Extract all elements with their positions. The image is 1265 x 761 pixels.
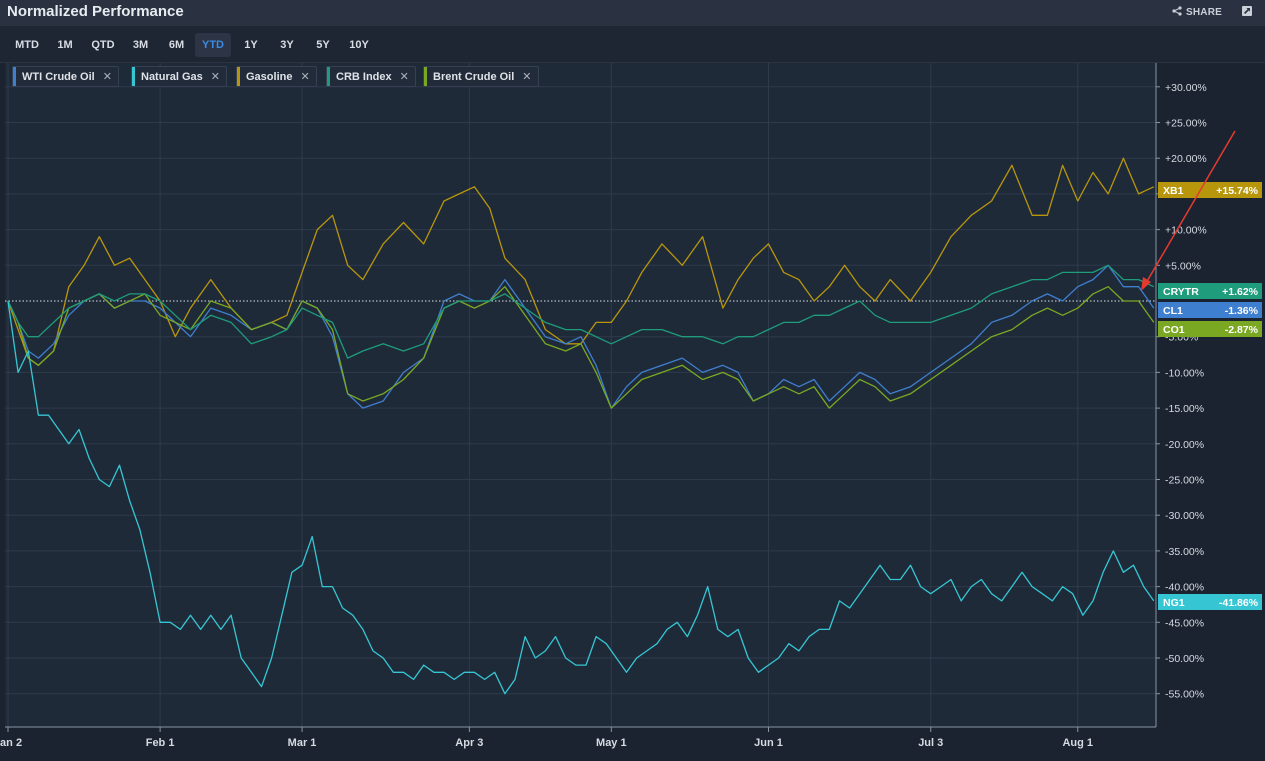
close-icon[interactable]: ✕ xyxy=(522,71,532,83)
x-tick-label: Aug 1 xyxy=(1062,737,1093,749)
close-icon[interactable]: ✕ xyxy=(300,71,310,83)
last-value-tag-cl1 xyxy=(1158,302,1262,318)
series-line-crytr xyxy=(7,264,1155,359)
close-icon[interactable]: ✕ xyxy=(102,71,112,83)
y-tick-label: -40.00% xyxy=(1165,582,1204,594)
x-tick-label: May 1 xyxy=(596,737,627,749)
legend-chip-label: Natural Gas xyxy=(141,71,203,83)
legend-chip-label: Gasoline xyxy=(246,71,293,83)
title-bar: Normalized Performance SHARE xyxy=(0,0,1265,26)
share-label: SHARE xyxy=(1186,7,1223,18)
last-value-tag-crytr xyxy=(1158,283,1262,299)
popout-icon[interactable] xyxy=(1242,6,1252,16)
x-tick-label: Jan 2 xyxy=(0,737,22,749)
legend-chip-brent[interactable]: Brent Crude Oil ✕ xyxy=(423,66,539,87)
y-tick-label: -15.00% xyxy=(1165,403,1204,415)
legend-chip-label: Brent Crude Oil xyxy=(433,71,515,83)
x-tick-label: Jun 1 xyxy=(754,737,783,749)
legend-swatch xyxy=(327,67,330,86)
range-button-3m[interactable]: 3M xyxy=(132,39,149,51)
legend-chip-natgas[interactable]: Natural Gas ✕ xyxy=(131,66,227,87)
range-button-5y[interactable]: 5Y xyxy=(316,39,330,51)
legend-chip-label: WTI Crude Oil xyxy=(22,71,95,83)
legend-chip-gasoline[interactable]: Gasoline ✕ xyxy=(236,66,317,87)
range-button-3y[interactable]: 3Y xyxy=(280,39,294,51)
y-tick-label: -45.00% xyxy=(1165,617,1204,629)
y-tick-label: -10.00% xyxy=(1165,367,1204,379)
close-icon[interactable]: ✕ xyxy=(399,71,409,83)
x-tick-label: Apr 3 xyxy=(455,737,483,749)
last-value-ticker: XB1 xyxy=(1163,185,1184,197)
y-tick-label: -20.00% xyxy=(1165,439,1204,451)
y-tick-label: -55.00% xyxy=(1165,689,1204,701)
last-value-ticker: CO1 xyxy=(1163,324,1185,336)
x-tick-label: Feb 1 xyxy=(146,737,175,749)
y-tick-label: +20.00% xyxy=(1165,153,1207,165)
y-tick-label: +10.00% xyxy=(1165,225,1207,237)
y-tick-label: +25.00% xyxy=(1165,118,1207,130)
annotation-arrow-line xyxy=(1145,130,1236,284)
range-button-1m[interactable]: 1M xyxy=(57,39,73,51)
legend-chip-wti[interactable]: WTI Crude Oil ✕ xyxy=(12,66,119,87)
y-tick-label: -30.00% xyxy=(1165,510,1204,522)
y-tick-label: +30.00% xyxy=(1165,82,1207,94)
share-icon xyxy=(1172,6,1182,16)
series-line-ng1 xyxy=(7,300,1155,695)
range-button-10y[interactable]: 10Y xyxy=(349,39,369,51)
range-button-ytd[interactable]: YTD xyxy=(195,33,231,57)
last-value-label: +1.62% xyxy=(1222,286,1259,298)
annotation-arrow-head xyxy=(1141,277,1151,291)
range-button-qtd[interactable]: QTD xyxy=(91,39,115,51)
last-value-label: -1.36% xyxy=(1225,305,1259,317)
share-button[interactable]: SHARE xyxy=(1172,6,1222,18)
legend-chip-crb[interactable]: CRB Index ✕ xyxy=(326,66,416,87)
legend-swatch xyxy=(13,67,16,86)
page-title: Normalized Performance xyxy=(7,3,184,20)
last-value-tag-ng1 xyxy=(1158,594,1262,610)
last-value-label: +15.74% xyxy=(1216,185,1258,197)
series-line-cl1 xyxy=(7,264,1155,409)
last-value-ticker: CL1 xyxy=(1163,305,1183,317)
legend-swatch xyxy=(237,67,240,86)
close-icon[interactable]: ✕ xyxy=(210,71,220,83)
x-tick-label: Jul 3 xyxy=(918,737,943,749)
last-value-ticker: CRYTR xyxy=(1163,286,1199,298)
range-selector: MTD 1M QTD 3M 6M YTD 1Y 3Y 5Y 10Y xyxy=(0,26,1265,63)
series-line-co1 xyxy=(7,286,1155,409)
legend-swatch xyxy=(424,67,427,86)
y-tick-label: +5.00% xyxy=(1165,260,1201,272)
range-button-1y[interactable]: 1Y xyxy=(244,39,258,51)
last-value-label: -2.87% xyxy=(1225,324,1259,336)
y-tick-label: -50.00% xyxy=(1165,653,1204,665)
y-tick-label: -25.00% xyxy=(1165,475,1204,487)
range-button-mtd[interactable]: MTD xyxy=(15,39,39,51)
last-value-ticker: NG1 xyxy=(1163,597,1185,609)
legend-swatch xyxy=(132,67,135,86)
last-value-tag-xb1 xyxy=(1158,182,1262,198)
legend-chip-label: CRB Index xyxy=(336,71,392,83)
last-value-label: -41.86% xyxy=(1219,597,1259,609)
plot-background xyxy=(5,63,1156,727)
y-tick-label: -35.00% xyxy=(1165,546,1204,558)
x-tick-label: Mar 1 xyxy=(288,737,317,749)
range-button-6m[interactable]: 6M xyxy=(168,39,185,51)
last-value-tag-co1 xyxy=(1158,321,1262,337)
